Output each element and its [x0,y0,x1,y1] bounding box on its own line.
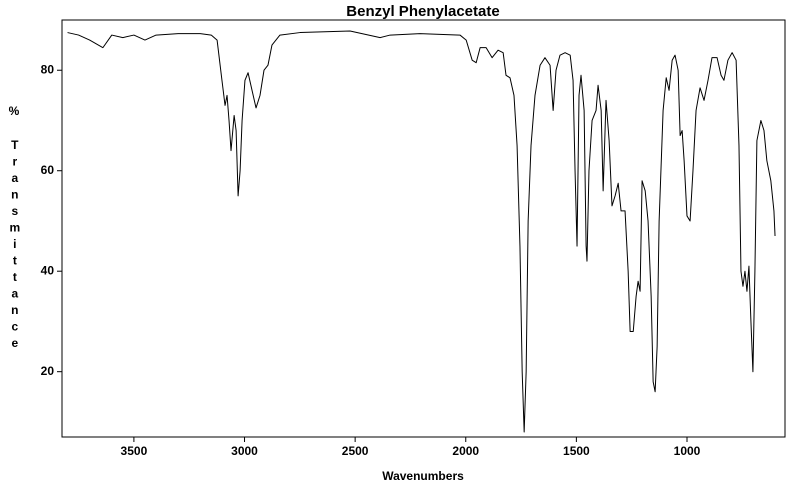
spectrum-line [67,30,776,433]
y-axis-unit: % [9,104,20,118]
chart-title: Benzyl Phenylacetate [346,3,499,20]
y-axis-label: Transmittance [8,138,22,353]
y-tick-label: 40 [41,263,55,277]
x-tick-label: 1000 [674,444,701,458]
y-tick-label: 60 [41,163,55,177]
plot-frame [61,19,786,438]
y-tick-label: 80 [41,62,55,76]
x-tick-label: 2500 [342,444,369,458]
y-tick-label: 20 [41,364,55,378]
x-axis-label: Wavenumbers [382,469,464,483]
x-tick-label: 3500 [121,444,148,458]
x-tick-label: 3000 [231,444,258,458]
x-tick-label: 2000 [452,444,479,458]
x-tick-label: 1500 [563,444,590,458]
